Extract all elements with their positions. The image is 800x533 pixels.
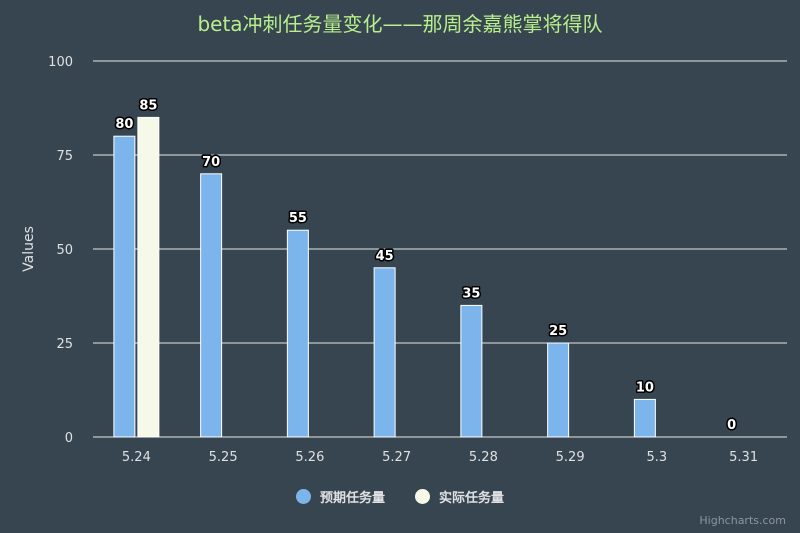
bar [200, 173, 223, 438]
bar [137, 116, 160, 438]
data-label: 85 [139, 98, 157, 113]
y-tick-label: 25 [56, 337, 73, 352]
y-tick-label: 75 [56, 149, 73, 164]
legend-label: 实际任务量 [439, 491, 505, 506]
x-tick-label: 5.29 [556, 450, 585, 465]
credits-link[interactable]: Highcharts.com [699, 514, 786, 527]
x-tick-label: 5.24 [122, 450, 151, 465]
x-tick-label: 5.28 [469, 450, 498, 465]
bar [460, 304, 483, 438]
data-label: 55 [289, 211, 307, 226]
chart-title: beta冲刺任务量变化——那周余嘉熊掌将得队 [197, 12, 603, 36]
bar [286, 229, 309, 438]
data-label: 25 [549, 324, 567, 339]
data-label: 35 [462, 286, 480, 301]
data-label: 0 [727, 418, 736, 433]
y-tick-label: 0 [65, 431, 73, 446]
data-label: 70 [202, 155, 220, 170]
legend-marker-icon [295, 489, 311, 504]
data-label: 45 [376, 249, 394, 264]
y-tick-label: 50 [56, 243, 73, 258]
legend: 预期任务量 实际任务量 [0, 487, 800, 506]
x-tick-label: 5.27 [382, 450, 411, 465]
x-tick-label: 5.26 [295, 450, 324, 465]
bar [633, 398, 656, 438]
bar [113, 135, 136, 438]
x-tick-label: 5.3 [647, 450, 668, 465]
x-tick-label: 5.25 [209, 450, 238, 465]
data-label: 10 [636, 380, 654, 395]
x-tick-label: 5.31 [729, 450, 758, 465]
bar [373, 267, 396, 438]
legend-marker-icon [415, 489, 430, 504]
bar [547, 342, 570, 438]
y-axis-title: Values [21, 226, 37, 272]
legend-item-series-0[interactable]: 预期任务量 [295, 487, 385, 506]
y-tick-label: 100 [48, 55, 73, 70]
legend-item-series-1[interactable]: 实际任务量 [415, 487, 504, 506]
data-label: 80 [115, 117, 133, 132]
legend-label: 预期任务量 [319, 491, 385, 506]
